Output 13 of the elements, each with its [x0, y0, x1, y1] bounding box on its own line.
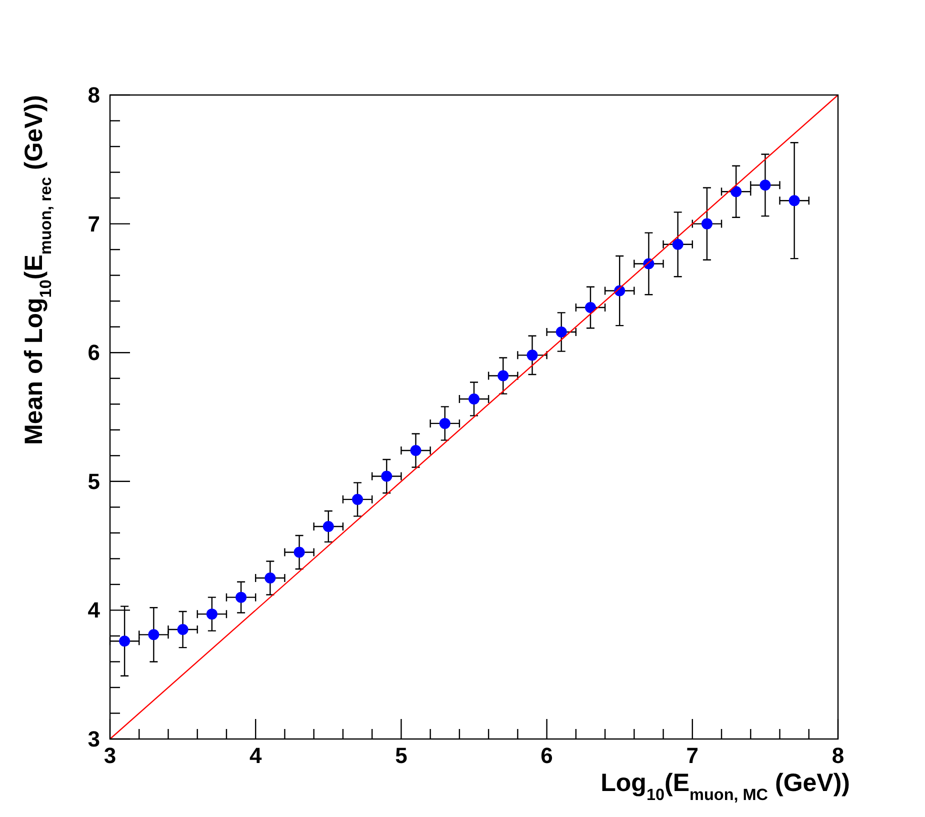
x-tick-label: 8	[832, 743, 844, 768]
x-tick-label: 5	[395, 743, 408, 768]
y-tick-label: 8	[88, 82, 100, 108]
x-tick-label: 3	[104, 743, 116, 768]
x-tick-label: 4	[249, 743, 262, 768]
y-tick-label: 7	[88, 211, 100, 236]
x-axis-title: Log$_{10}$(E$_{muon, MC}$ (GeV))	[600, 769, 850, 804]
y-tick-label: 5	[88, 468, 100, 494]
x-tick-label: 7	[686, 743, 699, 768]
y-tick-label: 6	[88, 340, 100, 366]
y-tick-label: 3	[88, 726, 100, 752]
x-tick-label: 6	[540, 743, 553, 768]
y-tick-label: 4	[88, 598, 101, 623]
